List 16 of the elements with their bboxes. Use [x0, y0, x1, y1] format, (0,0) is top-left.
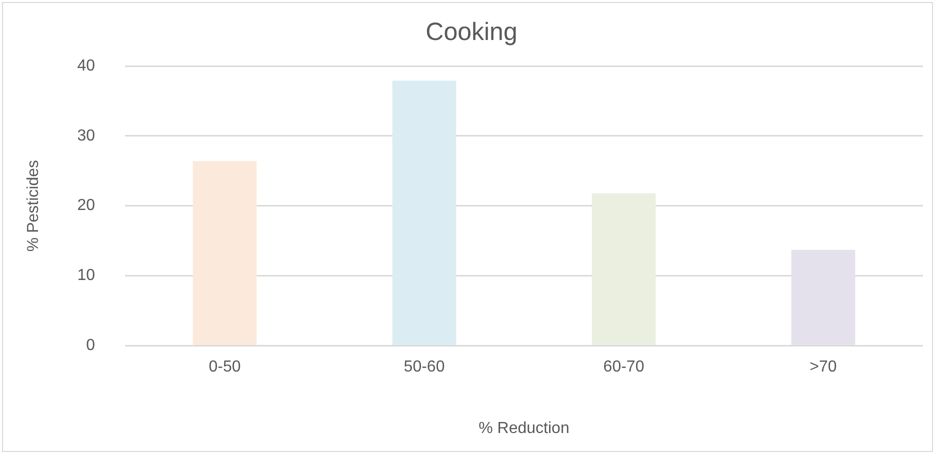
y-tick-label: 40	[77, 57, 96, 74]
y-tick-label: 0	[86, 337, 96, 354]
x-tick-label: 0-50	[208, 358, 241, 376]
y-tick-label: 10	[77, 267, 96, 284]
bar	[192, 161, 257, 345]
y-tick-label: 30	[77, 127, 96, 144]
x-tick-label: 60-70	[603, 358, 644, 376]
x-tick-label: >70	[810, 358, 837, 376]
y-tick-label: 20	[77, 197, 96, 214]
chart-title: Cooking	[426, 18, 518, 46]
bar	[392, 80, 456, 345]
x-tick-label: 50-60	[404, 358, 445, 376]
y-axis-title: % Pesticides	[25, 160, 42, 252]
bar	[592, 193, 656, 345]
bar	[791, 250, 856, 345]
x-axis-title: % Reduction	[478, 420, 570, 437]
